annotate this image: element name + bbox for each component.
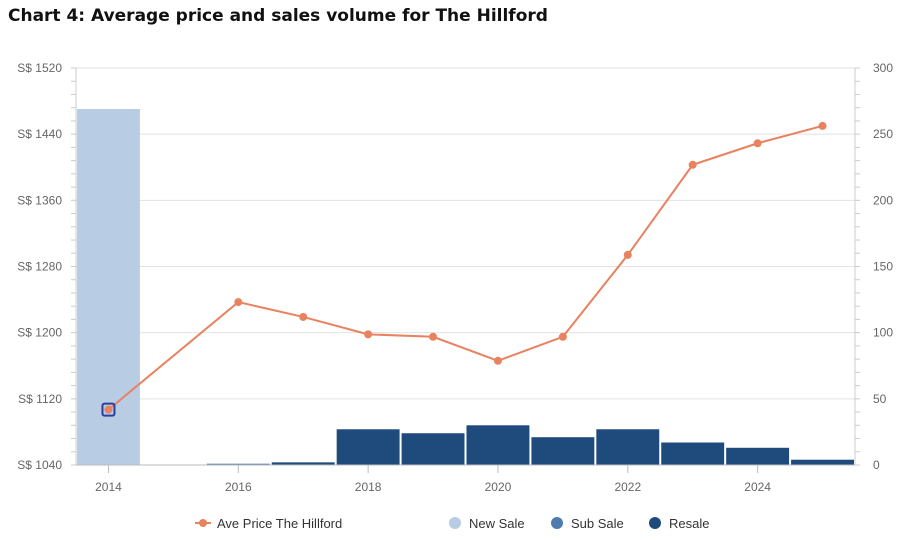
price-point[interactable] [429, 332, 438, 341]
line-layer [101, 121, 827, 417]
y-right-tick-label: 300 [873, 61, 893, 75]
y-left-tick-label: S$ 1360 [17, 193, 62, 207]
chart-title: Chart 4: Average price and sales volume … [8, 6, 548, 26]
price-point[interactable] [234, 298, 243, 307]
price-point[interactable] [818, 121, 827, 130]
legend-point-swatch[interactable] [199, 519, 207, 527]
bar-resale [531, 437, 595, 465]
y-left-tick-label: S$ 1120 [18, 392, 62, 406]
bar-resale [791, 459, 854, 465]
bar-sub-sale [206, 463, 270, 465]
x-tick-label: 2014 [95, 480, 122, 494]
legend-dot-swatch[interactable] [449, 517, 461, 529]
bar-resale [726, 447, 790, 465]
price-point[interactable] [623, 250, 632, 259]
legend-label-new-sale[interactable]: New Sale [469, 516, 525, 531]
bar-resale [661, 442, 725, 465]
y-left-tick-label: S$ 1280 [17, 260, 62, 274]
legend-label-resale[interactable]: Resale [669, 516, 709, 531]
legend-label-sub-sale[interactable]: Sub Sale [571, 516, 624, 531]
bar-resale [466, 425, 530, 465]
bar-resale [336, 429, 400, 465]
legend-dot-swatch[interactable] [649, 517, 661, 529]
y-left-tick-label: S$ 1520 [17, 61, 62, 75]
price-point[interactable] [493, 356, 502, 365]
y-left-tick-label: S$ 1040 [17, 458, 62, 472]
x-tick-label: 2020 [485, 480, 512, 494]
price-point[interactable] [364, 330, 373, 339]
price-point[interactable] [104, 405, 113, 414]
y-right-tick-label: 200 [873, 193, 893, 207]
x-tick-label: 2024 [744, 480, 771, 494]
axes-layer: S$ 1040 0 S$ 1120 50 S$ 1200 100 S$ 1280 150 S$ … [17, 61, 893, 494]
hover-marker [101, 402, 116, 417]
bar-resale [401, 433, 465, 465]
y-right-tick-label: 100 [873, 326, 893, 340]
x-tick-label: 2022 [614, 480, 641, 494]
price-point[interactable] [688, 160, 697, 169]
legend-label-ave-price-the-hillford[interactable]: Ave Price The Hillford [217, 516, 342, 531]
bar-resale [596, 429, 660, 465]
y-left-tick-label: S$ 1440 [17, 127, 62, 141]
y-right-tick-label: 250 [873, 127, 893, 141]
y-right-tick-label: 0 [873, 458, 880, 472]
y-right-tick-label: 50 [873, 392, 887, 406]
y-left-tick-label: S$ 1200 [17, 326, 62, 340]
bar-resale [271, 462, 335, 465]
price-point[interactable] [753, 139, 762, 148]
x-tick-label: 2018 [355, 480, 382, 494]
price-line [107, 124, 823, 411]
y-right-tick-label: 150 [873, 260, 893, 274]
legend-dot-swatch[interactable] [551, 517, 563, 529]
grid-lines [76, 67, 855, 466]
legend: Ave Price The Hillford New Sale Sub Sale Re… [195, 516, 709, 531]
bar-layer [77, 109, 854, 466]
x-tick-label: 2016 [225, 480, 252, 494]
price-point[interactable] [299, 312, 308, 321]
price-point[interactable] [558, 332, 567, 341]
